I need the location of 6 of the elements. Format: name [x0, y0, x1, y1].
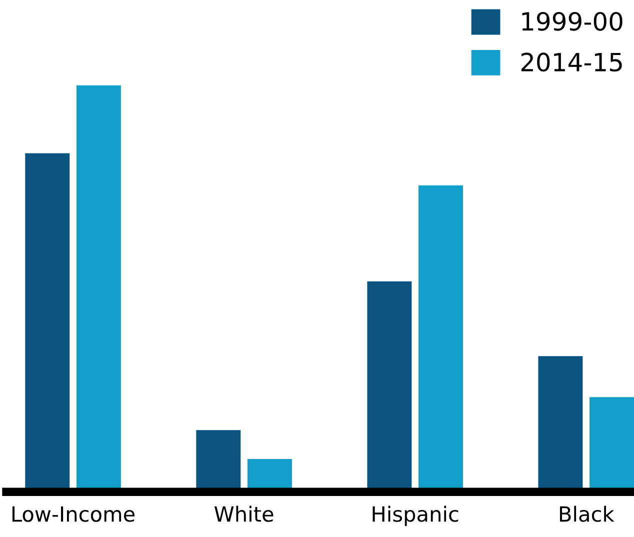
legend-label: 1999-00 [522, 12, 622, 31]
x-tick-label: Black [560, 506, 614, 522]
x-tick-label: Low-Income [12, 506, 135, 522]
legend-label: 2014-15 [521, 52, 622, 72]
x-tick-label: White [214, 506, 274, 522]
x-tick-label: Hispanic [372, 506, 458, 526]
